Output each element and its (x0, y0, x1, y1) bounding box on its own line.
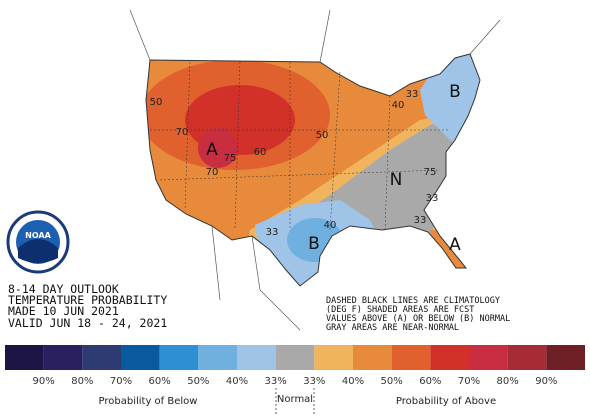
logo-wave (18, 239, 58, 263)
map-label: 70 (206, 167, 219, 178)
legend-label: 50% (187, 376, 209, 387)
legend-swatch (237, 345, 276, 370)
legend-swatch (507, 345, 547, 370)
map-label: 33 (266, 227, 279, 238)
legend-label: 60% (419, 376, 441, 387)
legend-label: 70% (458, 376, 480, 387)
legend-swatch (275, 345, 315, 370)
note-line: GRAY AREAS ARE NEAR-NORMAL (326, 323, 459, 333)
legend-swatch (391, 345, 431, 370)
legend-swatch (82, 345, 121, 370)
note-line: DASHED BLACK LINES ARE CLIMATOLOGY (326, 296, 500, 306)
logo-text: NOAA (25, 231, 51, 240)
map-label: A (206, 140, 218, 160)
map-label: 50 (150, 97, 163, 108)
map-label: N (390, 170, 403, 190)
legend-label: 33% (303, 376, 325, 387)
legend-caption: Probability of Below (99, 396, 198, 407)
legend-label: 33% (265, 376, 287, 387)
legend-label: 90% (33, 376, 55, 387)
legend-swatch (430, 345, 469, 370)
header-line: VALID JUN 18 - 24, 2021 (8, 316, 167, 330)
legend-swatch (43, 345, 83, 370)
state-lines (150, 61, 450, 231)
legend-label: 80% (497, 376, 519, 387)
us-outline (145, 53, 481, 287)
map-label: A (449, 235, 461, 255)
legend-label: 90% (535, 376, 557, 387)
normal-divider (275, 388, 315, 415)
map-label: 70 (176, 127, 189, 138)
note-line: VALUES ABOVE (A) OR BELOW (B) NORMAL (326, 314, 510, 324)
header-line: MADE 10 JUN 2021 (8, 304, 119, 318)
legend-swatch (469, 345, 508, 370)
map-label: 33 (426, 193, 439, 204)
map-label: 40 (324, 220, 337, 231)
shade-80 (198, 128, 238, 168)
legend-caption: Normal (277, 394, 313, 405)
header-line: TEMPERATURE PROBABILITY (8, 293, 167, 307)
map-label: 33 (414, 215, 427, 226)
map-label: 33 (406, 89, 419, 100)
map-label: 60 (254, 147, 267, 158)
legend-swatch (546, 345, 585, 370)
map-label: 40 (392, 100, 405, 111)
legend-caption: Probability of Above (396, 396, 496, 407)
map-label: B (308, 234, 320, 254)
legend-label: 40% (342, 376, 364, 387)
legend-swatch (5, 345, 44, 370)
legend-swatch (121, 345, 160, 370)
legend-swatch (353, 345, 392, 370)
legend-swatch (198, 345, 237, 370)
note-line: (DEG F) SHADED AREAS ARE FCST (326, 305, 474, 315)
map-label: 75 (224, 153, 237, 164)
legend-label: 60% (149, 376, 171, 387)
noaa-logo: NOAA (6, 210, 70, 274)
legend-swatch (314, 345, 353, 370)
map-label: 50 (316, 130, 329, 141)
legend-swatch (159, 345, 199, 370)
header-line: 8-14 DAY OUTLOOK (8, 282, 119, 296)
legend-label: 50% (381, 376, 403, 387)
legend-label: 80% (71, 376, 93, 387)
legend-label: 70% (110, 376, 132, 387)
map-label: B (449, 82, 461, 102)
legend-label: 40% (226, 376, 248, 387)
map-label: 75 (424, 167, 437, 178)
border (129, 9, 501, 331)
